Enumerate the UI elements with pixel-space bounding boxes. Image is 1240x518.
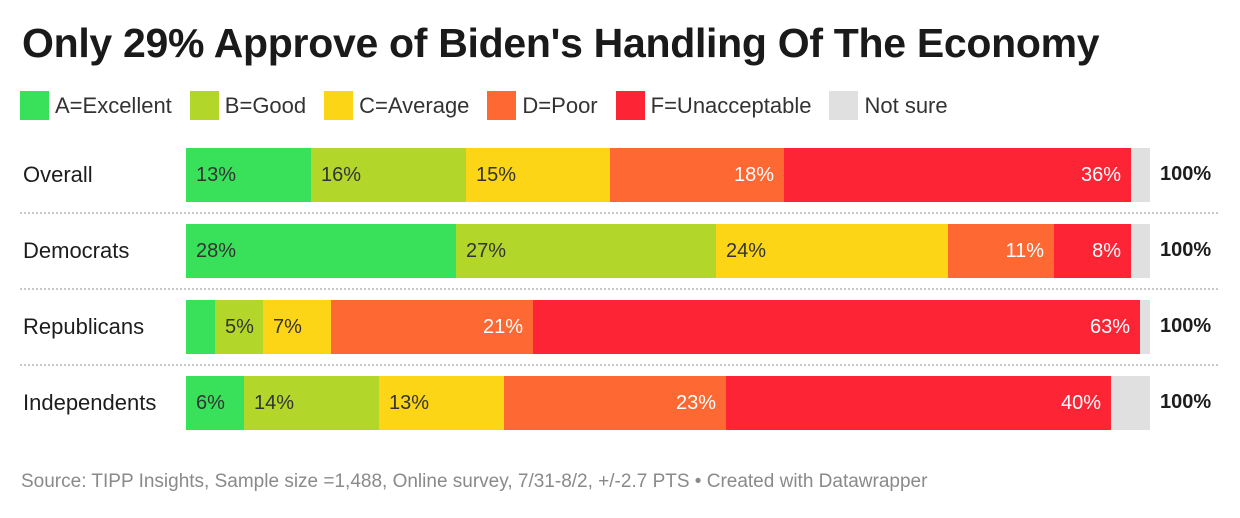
data-label: 6%	[196, 392, 225, 414]
legend-item-c-average: C=Average	[324, 91, 469, 120]
category-label: Independents	[23, 390, 157, 415]
data-label: 36%	[1080, 164, 1121, 186]
data-label: 23%	[675, 392, 716, 414]
data-label: 40%	[1060, 392, 1101, 414]
bar-segment-f-unacceptable: 40%	[726, 376, 1111, 430]
category-label: Democrats	[23, 238, 130, 263]
bar-segment-b-good: 16%	[311, 148, 466, 202]
legend-item-f-unacceptable: F=Unacceptable	[615, 91, 812, 120]
bar-segment-f-unacceptable: 36%	[784, 148, 1131, 202]
bar-segment-c-average: 7%	[263, 300, 331, 354]
data-label: 11%	[1005, 240, 1044, 262]
bar-segment-a-excellent: 13%	[186, 148, 311, 202]
legend-label-a-excellent: A=Excellent	[55, 92, 172, 118]
chart-title: Only 29% Approve of Biden's Handling Of …	[22, 20, 1100, 66]
bar-segment-a-excellent: 28%	[186, 224, 456, 278]
bar-row-independents: Independents 6% 14% 13% 23% 40% 100%	[0, 368, 1240, 444]
data-label: 27%	[466, 240, 507, 262]
row-divider	[20, 364, 1218, 366]
chart-legend: A=Excellent B=Good C=Average D=Poor F=Unacce…	[20, 91, 966, 120]
data-label: 8%	[1092, 240, 1121, 262]
bar-segment-not-sure	[1111, 376, 1140, 430]
category-label: Republicans	[23, 314, 145, 339]
bar-segment-d-poor: 21%	[331, 300, 533, 354]
data-label: 13%	[196, 164, 237, 186]
legend-swatch-c-average	[324, 91, 354, 120]
bar-segment-a-excellent: 6%	[186, 376, 244, 430]
legend-swatch-a-excellent	[20, 91, 49, 120]
bar-segment-d-poor: 11%	[948, 224, 1054, 278]
bar-row-republicans: Republicans 5% 7% 21% 63% 100%	[0, 292, 1240, 368]
data-label: 21%	[482, 316, 523, 338]
legend-swatch-b-good	[189, 91, 219, 120]
category-label: Overall	[23, 162, 93, 187]
row-total-label: 100%	[1160, 315, 1212, 337]
bar-segment-b-good: 27%	[456, 224, 716, 278]
bar-segment-a-excellent	[186, 300, 215, 354]
legend-label-not-sure: Not sure	[864, 92, 948, 118]
legend-item-a-excellent: A=Excellent	[20, 91, 172, 120]
bar-segment-c-average: 15%	[466, 148, 610, 202]
data-label: 14%	[254, 392, 295, 414]
chart-source-footer: Source: TIPP Insights, Sample size =1,48…	[21, 471, 928, 492]
row-total-label: 100%	[1160, 163, 1212, 185]
bar-row-democrats: Democrats 28% 27% 24% 11% 8% 100%	[0, 216, 1240, 292]
legend-swatch-f-unacceptable	[615, 91, 645, 120]
data-label: 15%	[476, 164, 517, 186]
bar-segment-f-unacceptable: 8%	[1054, 224, 1131, 278]
data-label: 18%	[733, 164, 774, 186]
bar-segment-d-poor: 23%	[504, 376, 726, 430]
row-divider	[20, 288, 1218, 290]
bar-segment-not-sure	[1131, 148, 1150, 202]
legend-label-f-unacceptable: F=Unacceptable	[650, 92, 812, 118]
legend-item-d-poor: D=Poor	[487, 91, 598, 120]
bar-segment-not-sure	[1140, 300, 1150, 354]
bar-segment-c-average: 24%	[716, 224, 948, 278]
data-label: 5%	[225, 316, 254, 338]
bar-track: 13% 16% 15% 18% 36%	[186, 148, 1150, 202]
bar-segment-c-average: 13%	[379, 376, 504, 430]
legend-item-not-sure: Not sure	[829, 91, 948, 120]
bar-segment-b-good: 5%	[215, 300, 263, 354]
legend-label-b-good: B=Good	[224, 92, 307, 118]
bar-segment-f-unacceptable: 63%	[533, 300, 1140, 354]
data-label: 7%	[273, 316, 302, 338]
data-label: 28%	[196, 240, 237, 262]
bar-segment-b-good: 14%	[244, 376, 379, 430]
legend-swatch-d-poor	[487, 91, 517, 120]
bar-row-overall: Overall 13% 16% 15% 18% 36% 100%	[0, 140, 1240, 216]
bar-track: 28% 27% 24% 11% 8%	[186, 224, 1150, 278]
data-label: 63%	[1089, 316, 1130, 338]
row-total-label: 100%	[1160, 239, 1212, 261]
stacked-bar-chart: Overall 13% 16% 15% 18% 36% 100% Democrats 28% 27…	[0, 140, 1240, 440]
bar-segment-d-poor: 18%	[610, 148, 784, 202]
bar-segment-not-sure	[1131, 224, 1150, 278]
legend-swatch-not-sure	[829, 91, 859, 120]
data-label: 16%	[321, 164, 362, 186]
legend-label-c-average: C=Average	[359, 92, 470, 118]
row-divider	[20, 212, 1218, 214]
data-label: 24%	[726, 240, 767, 262]
bar-track: 6% 14% 13% 23% 40%	[186, 376, 1150, 430]
bar-track: 5% 7% 21% 63%	[186, 300, 1150, 354]
legend-label-d-poor: D=Poor	[522, 92, 598, 118]
row-total-label: 100%	[1160, 391, 1212, 413]
data-label: 13%	[389, 392, 430, 414]
legend-item-b-good: B=Good	[189, 91, 307, 120]
